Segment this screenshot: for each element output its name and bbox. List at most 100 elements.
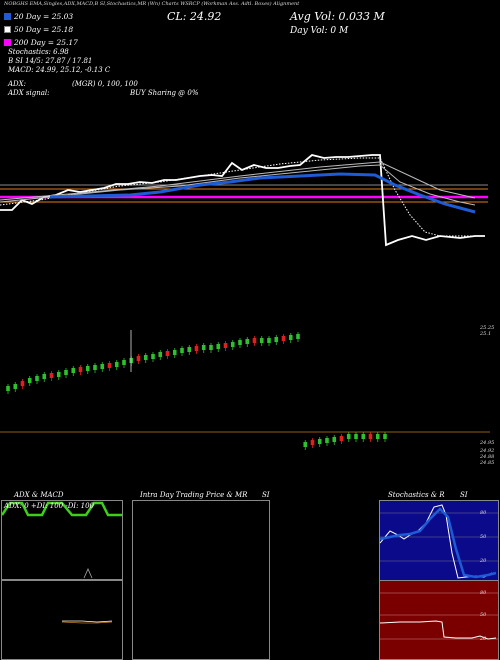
line-price [0, 154, 485, 247]
price-label-24-85: 24.85 [480, 460, 495, 466]
adx-svg [2, 501, 122, 579]
mgr-readout: (MGR) 0, 100, 100 [72, 80, 138, 88]
candle [216, 344, 221, 349]
stochastics-panel: 80 50 20 [379, 500, 499, 582]
candle [361, 434, 366, 439]
avg-volume: Avg Vol: 0.033 M [290, 10, 385, 23]
candle [180, 348, 184, 353]
candle [49, 373, 54, 378]
candle [209, 345, 213, 350]
si-panel: 80 50 20 [379, 580, 499, 660]
si-label-20: 20 [480, 636, 487, 642]
stoch-label-80: 80 [480, 510, 487, 516]
candle [85, 366, 90, 371]
price-label-24-88: 24.88 [480, 454, 495, 460]
candle [332, 437, 337, 442]
candle [158, 352, 163, 357]
candle [93, 365, 97, 370]
macd-line [62, 620, 113, 623]
macd-readout: MACD: 24.99, 25.12, -0.13 C [8, 66, 111, 74]
legend-20day-label: 20 Day = 25.03 [14, 12, 74, 21]
candle [6, 386, 10, 391]
candle [56, 372, 61, 377]
line-ma-thin2 [0, 161, 476, 201]
si-line [380, 620, 497, 640]
legend-20day-swatch [4, 13, 11, 20]
candle [187, 347, 192, 352]
candle [35, 376, 39, 381]
si-readout: B SI 14/5: 27.87 / 17.81 [8, 57, 93, 65]
adx-values: ADX: 0 +DI: 100 -DI: 100 [4, 502, 95, 510]
candle [122, 360, 126, 365]
price-label-24-95: 24.95 [480, 440, 495, 446]
price-label-24-92: 24.92 [480, 448, 495, 454]
candle [20, 381, 25, 386]
si-label-80: 80 [480, 590, 487, 596]
candle [238, 340, 242, 345]
legend-50day: 50 Day = 25.18 [4, 25, 73, 34]
candle [143, 355, 148, 360]
candle [267, 338, 271, 343]
legend-200day-swatch [4, 39, 11, 46]
candle [194, 346, 199, 351]
adx-green-line [2, 501, 122, 517]
stoch-d-line [380, 507, 497, 579]
candle [252, 338, 257, 343]
candle [339, 436, 344, 441]
price-label-25-1: 25.1 [480, 331, 492, 337]
line-20day [49, 172, 476, 214]
candle [107, 363, 112, 368]
close-price: CL: 24.92 [167, 10, 222, 23]
stochastics-readout: Stochastics: 6.98 [8, 48, 69, 56]
intra-day-si: SI [262, 491, 270, 499]
candle [383, 434, 387, 439]
candle [346, 434, 351, 439]
adx-readout: ADX: [8, 80, 27, 88]
stoch-svg [380, 504, 498, 579]
adx-panel: ADX: 0 +DI: 100 -DI: 100 [1, 500, 123, 580]
candle [281, 336, 286, 341]
buy-sharing-readout: BUY Sharing @ 0% [130, 89, 199, 97]
day-volume: Day Vol: 0 M [290, 26, 349, 36]
candle [245, 339, 250, 344]
candle [165, 351, 170, 356]
candle [296, 334, 300, 339]
candle [27, 378, 32, 383]
candle [325, 438, 329, 443]
candle [303, 442, 308, 447]
candle [136, 356, 141, 361]
stoch-title: Stochastics & R [388, 491, 445, 499]
stoch-si: SI [460, 491, 468, 499]
stoch-k-line [380, 504, 493, 579]
legend-200day-label: 200 Day = 25.17 [14, 38, 78, 47]
candle [375, 434, 380, 439]
candle [223, 343, 228, 348]
candle [230, 342, 235, 347]
candle [368, 434, 373, 439]
adx-macd-title: ADX & MACD [14, 491, 64, 499]
intra-day-panel [132, 500, 270, 660]
candle [114, 362, 119, 367]
candle [317, 439, 322, 444]
adx-spike [83, 568, 93, 579]
si-label-50: 50 [480, 612, 487, 618]
legend-20day: 20 Day = 25.03 [4, 12, 73, 21]
candle [42, 374, 47, 379]
line-ma-thin [0, 164, 476, 206]
macd-panel [1, 580, 123, 660]
candle [64, 370, 68, 375]
legend-50day-swatch [4, 26, 11, 33]
chart-title: NOBGHS EMA,Singles,ADX,MACD,B SI,Stochas… [4, 1, 300, 7]
macd-svg [61, 620, 113, 624]
candle [259, 338, 264, 343]
si-svg [380, 592, 498, 640]
candle [288, 335, 293, 340]
candle [201, 345, 206, 350]
candle [71, 368, 76, 373]
candle [172, 350, 177, 355]
candle [13, 384, 18, 389]
legend-50day-label: 50 Day = 25.18 [14, 25, 74, 34]
candle [310, 440, 315, 445]
stoch-label-50: 50 [480, 534, 487, 540]
candle [78, 367, 83, 372]
